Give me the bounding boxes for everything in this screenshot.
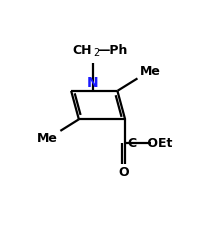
Text: N: N: [87, 76, 99, 90]
Text: Me: Me: [36, 132, 57, 145]
Text: O: O: [119, 166, 129, 179]
Text: —Ph: —Ph: [97, 44, 127, 57]
Text: 2: 2: [94, 48, 100, 58]
Text: —OEt: —OEt: [135, 137, 173, 150]
Text: CH: CH: [73, 44, 92, 57]
Text: C: C: [127, 137, 137, 150]
Text: Me: Me: [140, 65, 161, 78]
